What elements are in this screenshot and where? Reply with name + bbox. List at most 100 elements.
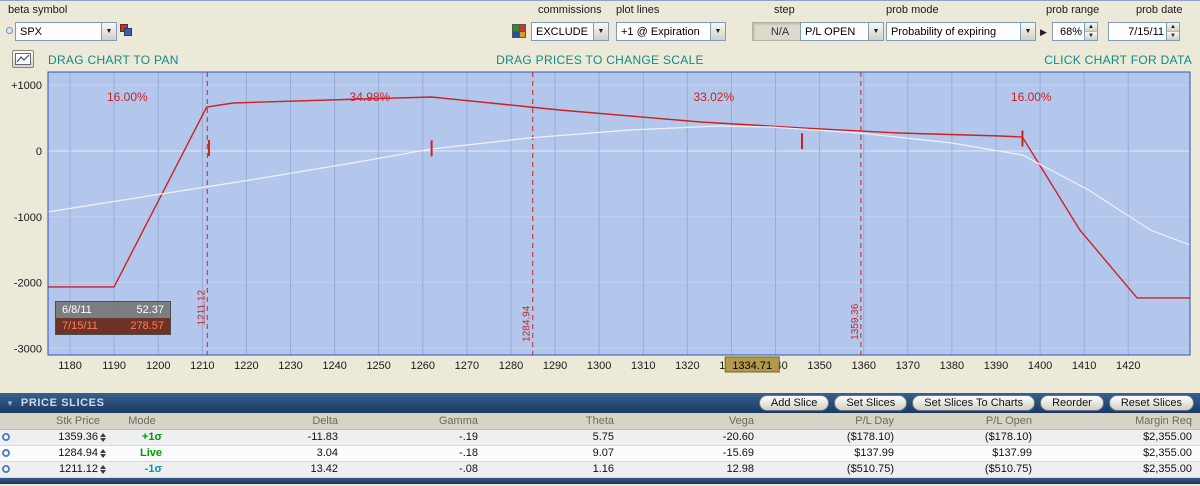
svg-text:1400: 1400 xyxy=(1028,360,1052,372)
delta-value: 3.04 xyxy=(170,445,346,462)
set-slices-to-charts-button[interactable]: Set Slices To Charts xyxy=(912,395,1036,411)
col-delta: Delta xyxy=(170,413,346,430)
svg-text:1220: 1220 xyxy=(234,360,258,372)
spacer xyxy=(0,373,1200,393)
svg-text:-3000: -3000 xyxy=(14,343,42,355)
svg-text:1380: 1380 xyxy=(940,360,964,372)
slice-color-icon[interactable] xyxy=(2,433,10,442)
commissions-grid-icon[interactable] xyxy=(512,24,526,38)
chevron-down-icon: ▼ xyxy=(1020,23,1035,40)
chart-style-button[interactable] xyxy=(12,50,34,68)
symbol-copy-icon[interactable] xyxy=(120,24,133,37)
pl-mode-value: P/L OPEN xyxy=(805,25,856,38)
col-theta: Theta xyxy=(486,413,622,430)
prob-range-stepper[interactable]: 68% ▲ ▼ xyxy=(1052,22,1098,41)
crosshair-tooltip: 6/8/11 52.37 7/15/11 278.57 xyxy=(55,301,171,335)
plot-lines-value: +1 @ Expiration xyxy=(621,25,700,38)
stk-price-value: 1211.12 xyxy=(59,463,98,475)
svg-text:1280: 1280 xyxy=(499,360,523,372)
reset-slices-button[interactable]: Reset Slices xyxy=(1108,395,1194,411)
svg-text:1410: 1410 xyxy=(1072,360,1096,372)
svg-text:1211.12: 1211.12 xyxy=(196,290,207,326)
quantity-stepper[interactable] xyxy=(100,448,106,458)
stk-price-value: 1359.36 xyxy=(58,431,98,443)
svg-text:1180: 1180 xyxy=(58,360,82,372)
price-slices-title: PRICE SLICES xyxy=(20,397,105,409)
pl-day-value: $137.99 xyxy=(762,445,902,462)
vega-value: -20.60 xyxy=(622,429,762,446)
slice-color-icon[interactable] xyxy=(2,465,10,474)
step-label: step xyxy=(774,4,795,16)
svg-text:1200: 1200 xyxy=(146,360,170,372)
theta-value: 1.16 xyxy=(486,461,622,478)
svg-text:1230: 1230 xyxy=(278,360,302,372)
add-slice-button[interactable]: Add Slice xyxy=(758,395,830,411)
svg-text:1210: 1210 xyxy=(190,360,214,372)
quantity-stepper[interactable] xyxy=(100,464,106,474)
svg-text:1350: 1350 xyxy=(807,360,831,372)
drag-chart-hint: DRAG CHART TO PAN xyxy=(48,53,179,67)
prob-date-stepper[interactable]: 7/15/11 ▲ ▼ xyxy=(1108,22,1180,41)
gamma-value: -.18 xyxy=(346,445,486,462)
commissions-value: EXCLUDE xyxy=(536,25,588,38)
reorder-button[interactable]: Reorder xyxy=(1040,395,1104,411)
svg-text:1190: 1190 xyxy=(102,360,126,372)
delta-value: -11.83 xyxy=(170,429,346,446)
tooltip-date: 7/15/11 xyxy=(62,320,98,332)
svg-text:1420: 1420 xyxy=(1116,360,1140,372)
svg-text:+1000: +1000 xyxy=(11,80,42,92)
col-vega: Vega xyxy=(622,413,762,430)
commissions-label: commissions xyxy=(538,4,602,16)
risk-profile-chart[interactable]: 1211.12 1284.94 1359.36 16.00% 34.98% 33.02% 1… xyxy=(0,71,1200,373)
plot-lines-select[interactable]: +1 @ Expiration ▼ xyxy=(616,22,726,41)
drag-prices-hint: DRAG PRICES TO CHANGE SCALE xyxy=(496,53,704,67)
svg-text:34.98%: 34.98% xyxy=(350,90,391,104)
vega-value: -15.69 xyxy=(622,445,762,462)
collapse-section-icon[interactable]: ▼ xyxy=(6,398,14,408)
svg-text:16.00%: 16.00% xyxy=(1011,90,1052,104)
col-margin-req: Margin Req xyxy=(1040,413,1200,430)
stk-price-value: 1284.94 xyxy=(58,447,98,459)
chevron-down-icon: ▼ xyxy=(868,23,883,40)
svg-text:1359.36: 1359.36 xyxy=(850,303,861,340)
set-slices-button[interactable]: Set Slices xyxy=(834,395,908,411)
pl-mode-select[interactable]: P/L OPEN ▼ xyxy=(800,22,884,41)
quantity-stepper[interactable] xyxy=(100,432,106,442)
delta-value: 13.42 xyxy=(170,461,346,478)
prob-mode-expander-icon[interactable]: ▶ xyxy=(1040,27,1047,37)
table-row[interactable]: 1284.94 Live 3.04 -.18 9.07 -15.69 $137.… xyxy=(0,445,1200,462)
svg-text:1240: 1240 xyxy=(322,360,346,372)
gamma-value: -.08 xyxy=(346,461,486,478)
toolbar: beta symbol commissions plot lines step … xyxy=(0,1,1200,47)
vega-value: 12.98 xyxy=(622,461,762,478)
prob-range-label: prob range xyxy=(1046,4,1100,16)
tooltip-row: 7/15/11 278.57 xyxy=(56,318,170,334)
theta-value: 9.07 xyxy=(486,445,622,462)
table-row[interactable]: 1211.12 -1σ 13.42 -.08 1.16 12.98 ($510.… xyxy=(0,461,1200,478)
prob-date-label: prob date xyxy=(1136,4,1183,16)
slice-icon-column xyxy=(0,413,18,430)
commissions-select[interactable]: EXCLUDE ▼ xyxy=(531,22,609,41)
svg-text:1390: 1390 xyxy=(984,360,1008,372)
svg-text:0: 0 xyxy=(36,146,42,158)
col-pl-day: P/L Day xyxy=(762,413,902,430)
slice-color-icon[interactable] xyxy=(2,449,10,458)
mode-value: +1σ xyxy=(114,429,170,446)
symbol-select[interactable]: SPX ▼ xyxy=(15,22,117,41)
price-slices-table: Stk Price Mode Delta Gamma Theta Vega P/… xyxy=(0,413,1200,478)
prob-mode-select[interactable]: Probability of expiring ▼ xyxy=(886,22,1036,41)
svg-text:33.02%: 33.02% xyxy=(693,90,734,104)
pl-open-value: ($510.75) xyxy=(902,461,1040,478)
pl-open-value: $137.99 xyxy=(902,445,1040,462)
chart-area: 1211.12 1284.94 1359.36 16.00% 34.98% 33.02% 1… xyxy=(0,71,1200,373)
symbol-link-color-icon[interactable] xyxy=(6,27,13,34)
svg-text:1290: 1290 xyxy=(543,360,567,372)
pl-open-value: ($178.10) xyxy=(902,429,1040,446)
line-chart-icon xyxy=(15,53,31,65)
spinner-arrows-icon[interactable]: ▲ ▼ xyxy=(1166,23,1179,40)
table-header-row: Stk Price Mode Delta Gamma Theta Vega P/… xyxy=(0,413,1200,430)
plot-lines-label: plot lines xyxy=(616,4,660,16)
table-row[interactable]: 1359.36 +1σ -11.83 -.19 5.75 -20.60 ($17… xyxy=(0,429,1200,446)
spinner-arrows-icon[interactable]: ▲ ▼ xyxy=(1084,23,1097,40)
